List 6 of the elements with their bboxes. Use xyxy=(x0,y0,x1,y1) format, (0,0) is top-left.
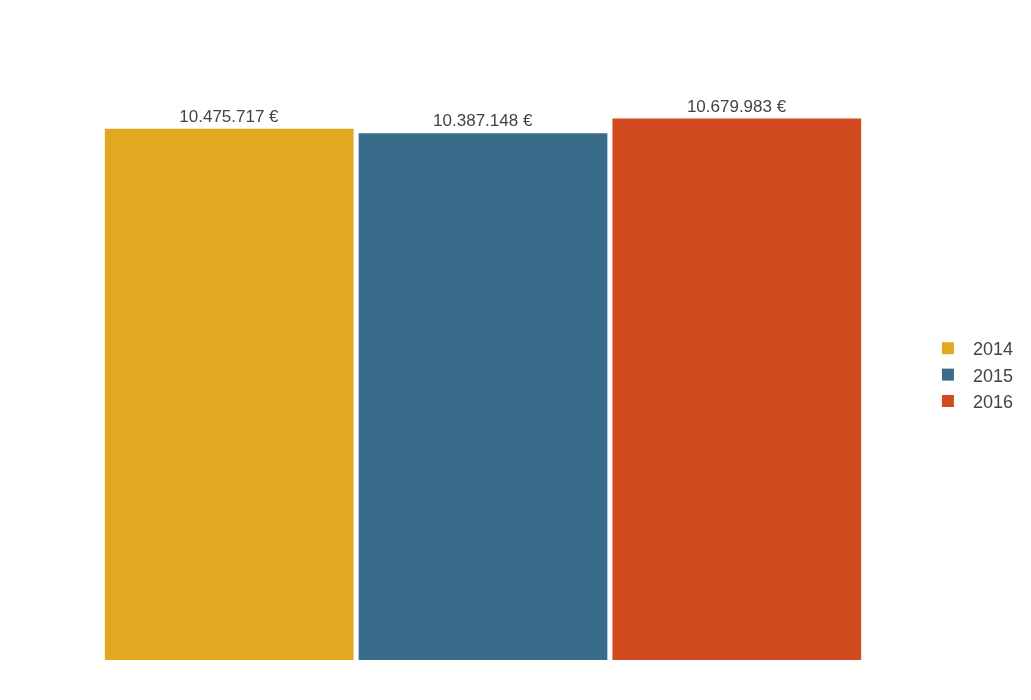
data-label: 10.475.717 € xyxy=(179,106,280,126)
data-label: 10.387.148 € xyxy=(433,111,533,131)
legend-label: 2015 xyxy=(972,365,1013,386)
legend-label: 2014 xyxy=(972,339,1013,360)
legend-label: 2016 xyxy=(972,392,1013,413)
data-label: 10.679.983 € xyxy=(686,96,787,116)
